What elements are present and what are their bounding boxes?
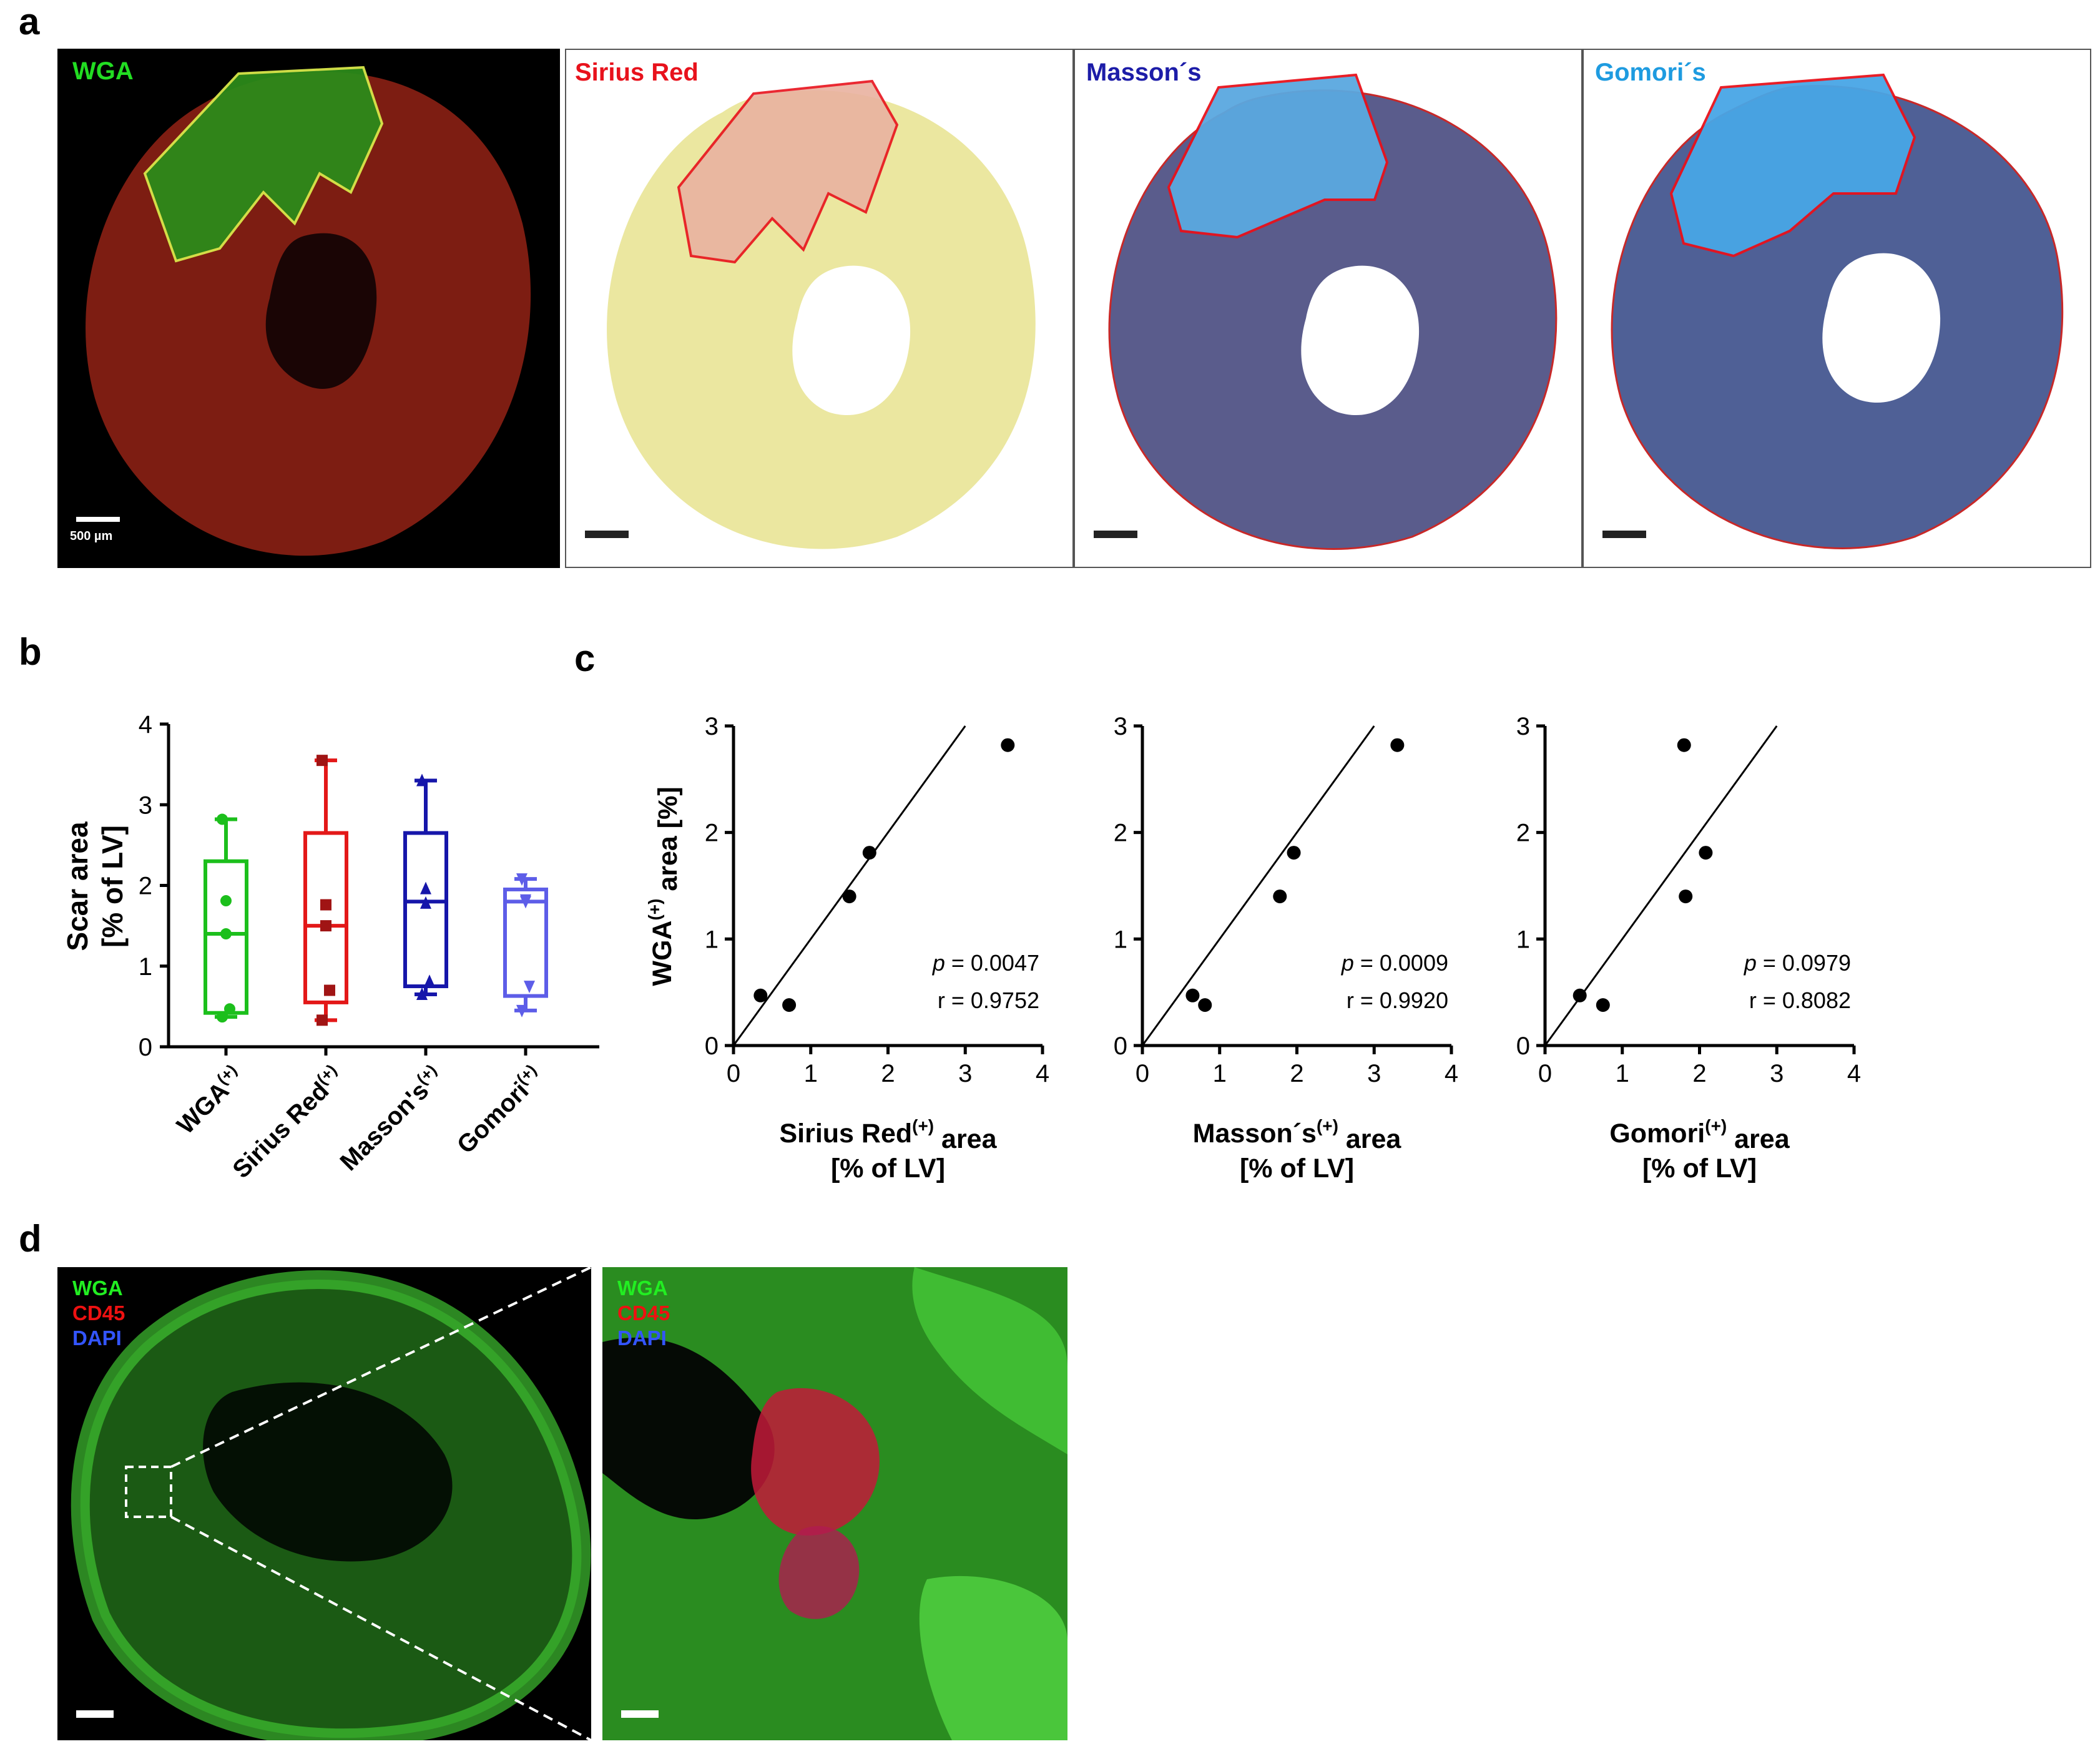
scatter-x-tick-label: 2 (1290, 1060, 1303, 1087)
scatter-y-tick-label: 2 (705, 820, 719, 847)
box-point (316, 1014, 328, 1026)
box-point (220, 895, 232, 906)
box-group-2 (305, 755, 346, 1026)
scatter-x-label-line2: [% of LV] (1240, 1154, 1354, 1183)
scatter-y-tick-label: 3 (705, 713, 719, 740)
scatter-x-tick-label: 4 (1036, 1060, 1049, 1087)
scatter-point (782, 998, 796, 1012)
scatter-x-tick-label: 0 (1538, 1060, 1552, 1087)
scatter-y-tick-label: 1 (705, 926, 719, 953)
box-category-label: Gomori(+) (449, 1061, 548, 1159)
box-y-tick-label: 4 (139, 711, 152, 738)
scatter-x-tick-label: 4 (1445, 1060, 1458, 1087)
box-point (424, 974, 435, 987)
scatter-plot-1: 0 1 2 3 0 1 2 3 4 Sirius Red(+) area[% of LV] p = … (705, 713, 1049, 1183)
scatter-x-tick-label: 1 (1616, 1060, 1629, 1087)
scatter-point (1390, 738, 1404, 752)
scatter-y-tick-label: 3 (1516, 713, 1530, 740)
box-y-tick-label: 3 (139, 791, 152, 819)
box-iqr (405, 833, 446, 986)
scatter-x-tick-label: 1 (804, 1060, 818, 1087)
box-iqr (305, 833, 346, 1002)
scatter-x-label: Masson´s(+) area (1193, 1116, 1402, 1154)
scatter-plot-2: 0 1 2 3 0 1 2 3 4 Masson´s(+) area[% of LV] p = 0.… (1114, 713, 1458, 1183)
scatter-point (1573, 989, 1587, 1002)
p-value-label: p = 0.0979 (1744, 950, 1851, 976)
scatter-y-tick-label: 3 (1114, 713, 1127, 740)
scatter-x-tick-label: 3 (1770, 1060, 1784, 1087)
scatter-point (1001, 738, 1014, 752)
scatter-x-tick-label: 3 (958, 1060, 972, 1087)
scatter-y-tick-label: 1 (1516, 926, 1530, 953)
charts-svg: 01234Scar area[% of LV]WGA(+)Sirius Red(… (0, 0, 2100, 1764)
box-y-tick-label: 2 (139, 873, 152, 900)
r-value-label: r = 0.9752 (938, 987, 1039, 1013)
scatter-y-tick-label: 1 (1114, 926, 1127, 953)
box-point (217, 814, 228, 825)
r-value-label: r = 0.9920 (1347, 987, 1448, 1013)
scatter-x-label: Gomori(+) area (1609, 1116, 1790, 1154)
scatter-x-tick-label: 4 (1847, 1060, 1861, 1087)
scatter-plot-3: 0 1 2 3 0 1 2 3 4 Gomori(+) area[% of LV] p = 0.09… (1516, 713, 1861, 1183)
scatter-y-tick-label: 2 (1114, 820, 1127, 847)
scatter-y-tick-label: 2 (1516, 820, 1530, 847)
scatter-point (753, 989, 767, 1002)
regression-line (734, 726, 965, 1046)
box-y-tick-label: 1 (139, 953, 152, 981)
scatter-x-tick-label: 0 (1136, 1060, 1149, 1087)
box-point (320, 920, 331, 931)
box-point (316, 755, 328, 766)
scatter-x-tick-label: 3 (1367, 1060, 1381, 1087)
scatter-point (1198, 998, 1212, 1012)
scatter-point (1185, 989, 1199, 1002)
scatter-point (1273, 889, 1287, 903)
scatter-y-label: WGA(+) area [%] (645, 786, 683, 986)
box-point (220, 928, 232, 939)
box-point (524, 981, 535, 993)
scatter-point (843, 889, 856, 903)
scatter-y-tick-label: 0 (1114, 1032, 1127, 1060)
box-point (217, 1011, 228, 1022)
box-category-label: Sirius Red(+) (225, 1061, 348, 1183)
scatter-x-tick-label: 1 (1213, 1060, 1227, 1087)
scatter-y-tick-label: 0 (705, 1032, 719, 1060)
scatter-point (1699, 846, 1712, 860)
scatter-point (1679, 889, 1692, 903)
box-point (320, 899, 331, 911)
box-category-label: Masson's(+) (333, 1061, 448, 1176)
scatter-point (1596, 998, 1610, 1012)
scatter-y-tick-label: 0 (1516, 1032, 1530, 1060)
scatter-x-tick-label: 2 (1692, 1060, 1706, 1087)
box-group-1 (205, 814, 247, 1023)
scatter-point (1677, 738, 1691, 752)
scatter-x-label: Sirius Red(+) area (779, 1116, 997, 1154)
box-y-tick-label: 0 (139, 1034, 152, 1061)
scatter-x-label-line2: [% of LV] (831, 1154, 945, 1183)
p-value-label: p = 0.0047 (932, 950, 1039, 976)
box-point (324, 985, 335, 996)
scatter-point (1287, 846, 1301, 860)
box-y-label: Scar area[% of LV] (61, 821, 129, 951)
scatter-point (863, 846, 876, 860)
box-group-4 (505, 873, 546, 1017)
regression-line (1142, 726, 1374, 1046)
p-value-label: p = 0.0009 (1341, 950, 1448, 976)
r-value-label: r = 0.8082 (1749, 987, 1851, 1013)
scatter-x-label-line2: [% of LV] (1642, 1154, 1757, 1183)
box-group-3 (405, 773, 446, 1000)
scatter-x-tick-label: 0 (727, 1060, 740, 1087)
box-category-label: WGA(+) (170, 1061, 248, 1139)
box-point (420, 882, 431, 894)
scatter-x-tick-label: 2 (881, 1060, 895, 1087)
